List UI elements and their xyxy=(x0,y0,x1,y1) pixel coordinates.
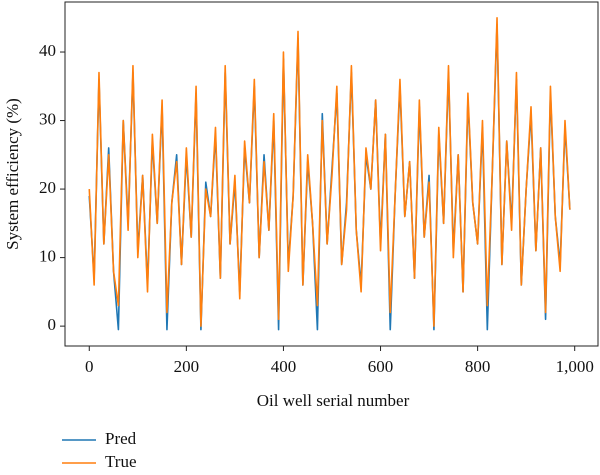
y-tick-label: 30 xyxy=(39,109,56,128)
y-tick-label: 10 xyxy=(39,247,56,266)
plot-frame xyxy=(64,1,599,347)
x-tick-label: 1,000 xyxy=(556,357,594,376)
legend-label: Pred xyxy=(105,429,137,448)
y-tick-label: 20 xyxy=(39,178,56,197)
line-series xyxy=(88,16,571,327)
x-tick-label: 200 xyxy=(174,357,200,376)
x-axis-label: Oil well serial number xyxy=(257,391,410,410)
x-tick-label: 600 xyxy=(368,357,394,376)
x-tick-label: 800 xyxy=(465,357,491,376)
y-tick-label: 40 xyxy=(39,41,56,60)
y-tick-label: 0 xyxy=(48,315,57,334)
x-tick-label: 0 xyxy=(85,357,94,376)
y-axis-label: System efficiency (%) xyxy=(3,98,22,250)
x-tick-label: 400 xyxy=(271,357,297,376)
legend-label: True xyxy=(105,452,137,471)
